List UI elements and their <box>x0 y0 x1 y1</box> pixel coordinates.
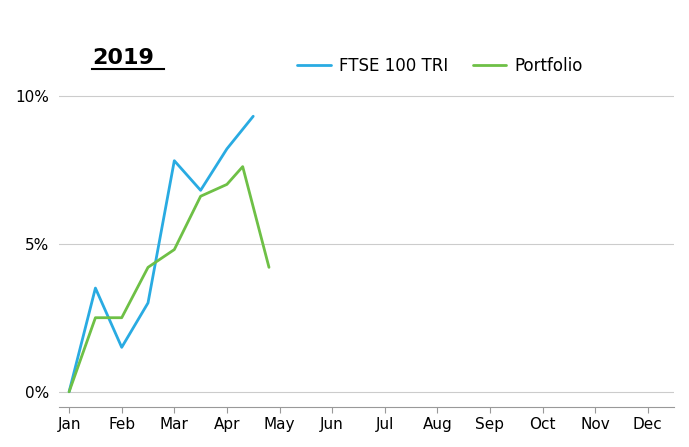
Portfolio <box>144 265 152 270</box>
Portfolio <box>196 194 205 199</box>
Portfolio <box>91 315 99 320</box>
Portfolio <box>238 164 247 169</box>
Portfolio <box>65 389 73 394</box>
Portfolio <box>118 315 126 320</box>
FTSE 100 TRI <box>223 146 231 152</box>
Text: 2019: 2019 <box>92 48 154 68</box>
Line: Portfolio: Portfolio <box>69 167 269 392</box>
Portfolio <box>223 182 231 187</box>
FTSE 100 TRI <box>144 300 152 306</box>
FTSE 100 TRI <box>65 389 73 394</box>
Portfolio <box>265 265 273 270</box>
FTSE 100 TRI <box>170 158 178 163</box>
FTSE 100 TRI <box>118 345 126 350</box>
Portfolio <box>170 247 178 252</box>
FTSE 100 TRI <box>249 114 258 119</box>
FTSE 100 TRI <box>91 285 99 291</box>
FTSE 100 TRI <box>196 188 205 193</box>
Legend: FTSE 100 TRI, Portfolio: FTSE 100 TRI, Portfolio <box>291 50 590 81</box>
Line: FTSE 100 TRI: FTSE 100 TRI <box>69 116 254 392</box>
